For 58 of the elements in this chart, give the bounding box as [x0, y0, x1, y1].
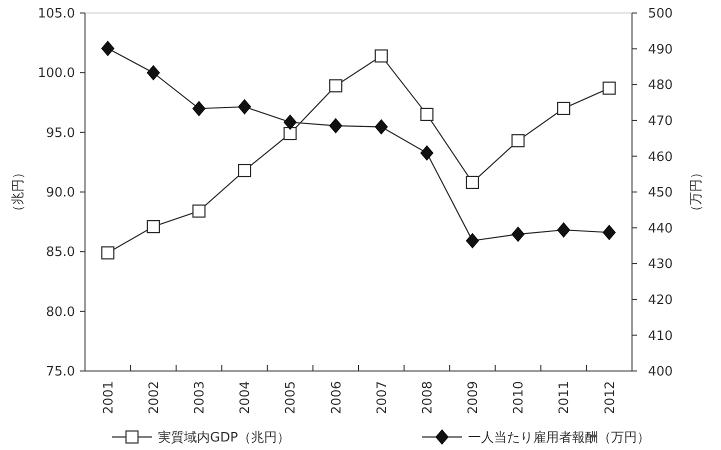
point — [284, 114, 297, 130]
y2-tick-label: 400 — [648, 364, 673, 380]
y2-tick-label: 430 — [648, 257, 673, 272]
y-tick-label: 100.0 — [38, 66, 75, 82]
y-tick-label: 80.0 — [46, 304, 75, 320]
point — [511, 134, 525, 148]
x-tick-label: 2010 — [512, 381, 527, 414]
point — [329, 118, 342, 134]
x-tick-label: 2007 — [374, 381, 390, 414]
point — [284, 126, 297, 140]
x-tick-label: 2011 — [557, 381, 572, 414]
x-tick-label: 2012 — [602, 381, 618, 414]
legend-label: 実質域内GDP（兆円） — [158, 430, 290, 446]
y2-tick-label: 440 — [648, 221, 673, 236]
point — [192, 204, 206, 218]
point — [238, 99, 252, 114]
point — [101, 246, 114, 260]
y2-tick-label: 410 — [648, 328, 673, 344]
y-tick-label: 105.0 — [38, 6, 75, 22]
x-tick-label: 2001 — [101, 381, 116, 414]
point — [420, 145, 434, 160]
point — [374, 49, 388, 63]
y2-tick-label: 450 — [648, 186, 673, 201]
y2-axis-title: （万円） — [689, 166, 704, 218]
y2-tick-label: 500 — [648, 6, 673, 22]
y2-tick-label: 420 — [648, 292, 673, 308]
x-tick-label: 2009 — [466, 381, 482, 414]
y-tick-label: 90.0 — [46, 186, 75, 201]
y-tick-label: 75.0 — [46, 364, 75, 380]
x-tick-label: 2005 — [284, 381, 299, 414]
x-tick-label: 2008 — [420, 381, 436, 414]
point — [146, 65, 160, 80]
point — [557, 222, 570, 238]
point — [192, 101, 206, 116]
point — [602, 224, 616, 240]
y-tick-label: 85.0 — [46, 245, 75, 260]
point — [374, 119, 388, 134]
point — [466, 176, 480, 190]
point — [146, 220, 160, 234]
point — [512, 226, 525, 242]
point — [557, 102, 570, 116]
x-tick-label: 2003 — [192, 381, 208, 414]
point — [466, 233, 479, 248]
point — [238, 164, 252, 178]
y2-tick-label: 490 — [648, 42, 673, 58]
x-tick-label: 2006 — [329, 381, 344, 414]
point — [101, 40, 114, 56]
legend-label: 一人当たり雇用者報酬（万円） — [468, 430, 650, 446]
y2-tick-label: 470 — [648, 114, 673, 129]
point — [602, 82, 616, 95]
y2-tick-label: 460 — [648, 150, 673, 165]
x-tick-label: 2002 — [146, 381, 162, 414]
x-tick-label: 2004 — [238, 381, 254, 414]
point — [420, 108, 434, 122]
y-tick-label: 95.0 — [46, 126, 75, 141]
y2-tick-label: 480 — [648, 78, 673, 94]
y-axis-title: （兆円） — [11, 166, 26, 218]
point — [329, 79, 342, 92]
